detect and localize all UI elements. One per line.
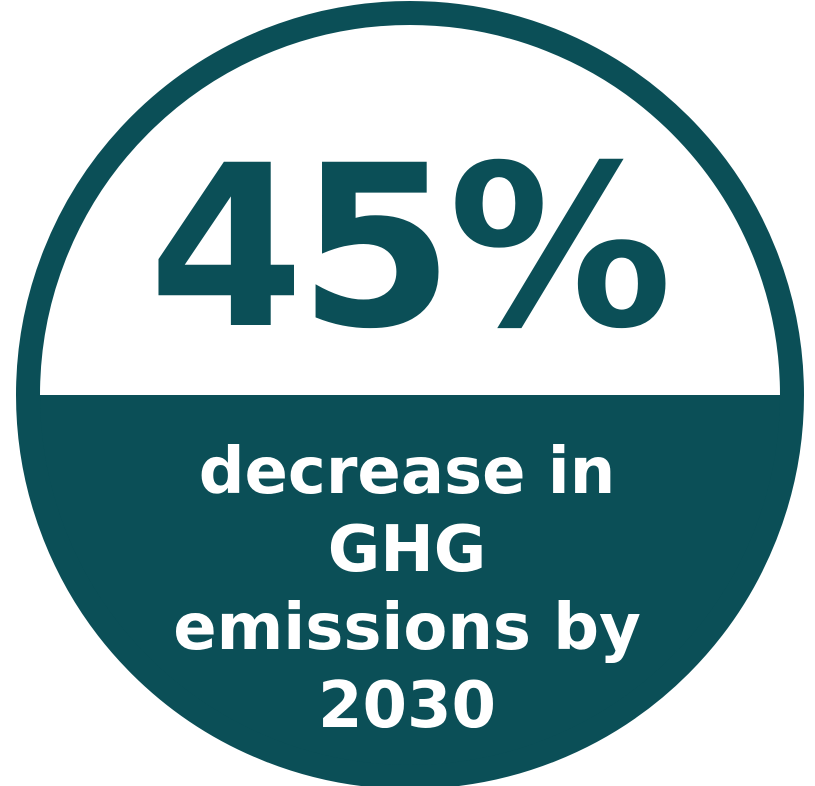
- stat-caption: decrease in GHG emissions by 2030: [107, 433, 707, 745]
- caption-line-3: emissions by: [173, 591, 641, 665]
- badge-ring: [16, 1, 804, 786]
- caption-line-1: decrease in: [198, 435, 616, 509]
- caption-line-2: GHG: [327, 513, 487, 587]
- stat-value: 45%: [148, 117, 672, 378]
- caption-line-4: 2030: [317, 669, 497, 743]
